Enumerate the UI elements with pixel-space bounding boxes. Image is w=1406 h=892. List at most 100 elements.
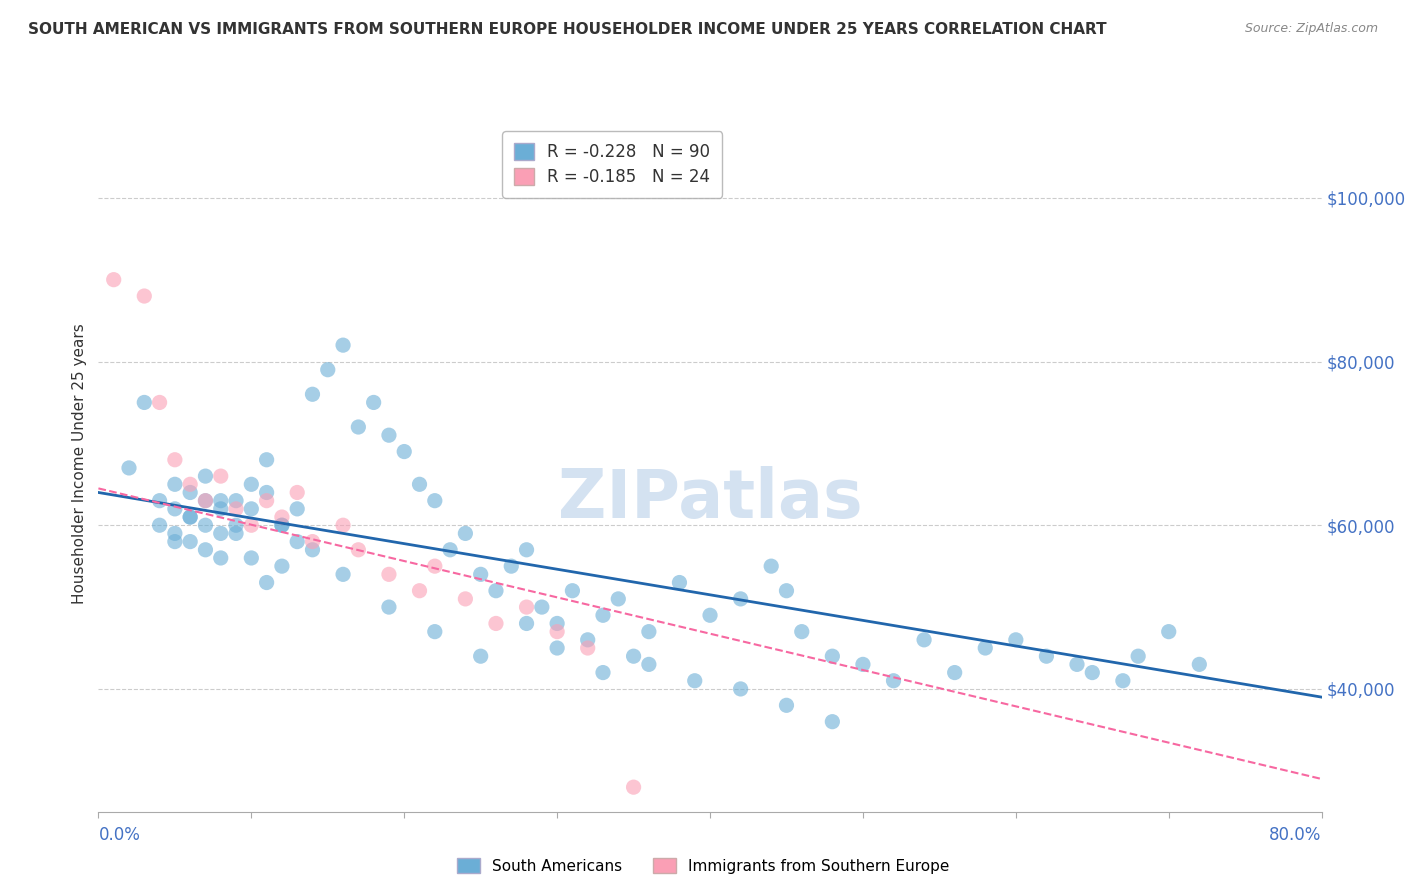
Point [485,616,508,631]
Point [163,526,186,541]
Point [270,510,292,524]
Point [256,575,278,590]
Point [301,387,323,401]
Text: SOUTH AMERICAN VS IMMIGRANTS FROM SOUTHERN EUROPE HOUSEHOLDER INCOME UNDER 25 YE: SOUTH AMERICAN VS IMMIGRANTS FROM SOUTHE… [28,22,1107,37]
Legend: South Americans, Immigrants from Southern Europe: South Americans, Immigrants from Souther… [451,852,955,880]
Point [485,583,508,598]
Point [285,501,308,516]
Point [637,624,661,639]
Point [668,575,690,590]
Point [301,542,323,557]
Point [240,518,263,533]
Point [225,501,247,516]
Point [546,640,568,655]
Point [852,657,875,672]
Point [179,510,201,524]
Point [423,559,446,574]
Point [775,583,797,598]
Text: ZIPatlas: ZIPatlas [558,466,862,532]
Point [240,551,263,566]
Point [623,780,645,794]
Point [270,518,292,533]
Point [378,567,401,582]
Point [225,518,247,533]
Point [392,444,416,458]
Point [194,518,217,533]
Point [285,485,308,500]
Point [759,559,782,574]
Point [179,534,201,549]
Point [179,477,201,491]
Point [883,673,905,688]
Point [1004,632,1026,647]
Point [699,608,721,623]
Point [821,649,844,664]
Point [439,542,461,557]
Point [607,591,630,606]
Point [163,501,186,516]
Point [454,526,477,541]
Point [209,493,232,508]
Point [730,591,752,606]
Point [301,534,323,549]
Point [408,583,430,598]
Point [576,640,599,655]
Point [194,542,217,557]
Text: 0.0%: 0.0% [98,826,141,844]
Point [270,559,292,574]
Point [423,493,446,508]
Point [576,632,599,647]
Point [454,591,477,606]
Point [501,559,523,574]
Point [256,493,278,508]
Point [363,395,385,409]
Point [683,673,706,688]
Point [149,493,172,508]
Point [163,452,186,467]
Point [194,493,217,508]
Point [134,395,156,409]
Point [592,665,614,680]
Point [1066,657,1088,672]
Point [561,583,583,598]
Legend: R = -0.228   N = 90, R = -0.185   N = 24: R = -0.228 N = 90, R = -0.185 N = 24 [502,131,723,198]
Point [240,477,263,491]
Point [332,518,354,533]
Point [149,395,172,409]
Point [378,428,401,442]
Point [209,526,232,541]
Point [1081,665,1104,680]
Point [1128,649,1150,664]
Point [546,616,568,631]
Point [423,624,446,639]
Point [623,649,645,664]
Point [332,567,354,582]
Point [1157,624,1180,639]
Point [134,289,156,303]
Point [240,501,263,516]
Point [775,698,797,713]
Point [163,534,186,549]
Point [225,493,247,508]
Text: 80.0%: 80.0% [1270,826,1322,844]
Point [790,624,813,639]
Point [1188,657,1211,672]
Point [408,477,430,491]
Point [637,657,661,672]
Point [332,338,354,352]
Point [256,485,278,500]
Point [470,649,492,664]
Point [516,616,538,631]
Text: Source: ZipAtlas.com: Source: ZipAtlas.com [1244,22,1378,36]
Point [194,493,217,508]
Point [179,510,201,524]
Point [118,461,141,475]
Point [256,452,278,467]
Y-axis label: Householder Income Under 25 years: Householder Income Under 25 years [72,324,87,604]
Point [149,518,172,533]
Point [470,567,492,582]
Point [592,608,614,623]
Point [316,362,339,376]
Point [1112,673,1135,688]
Point [821,714,844,729]
